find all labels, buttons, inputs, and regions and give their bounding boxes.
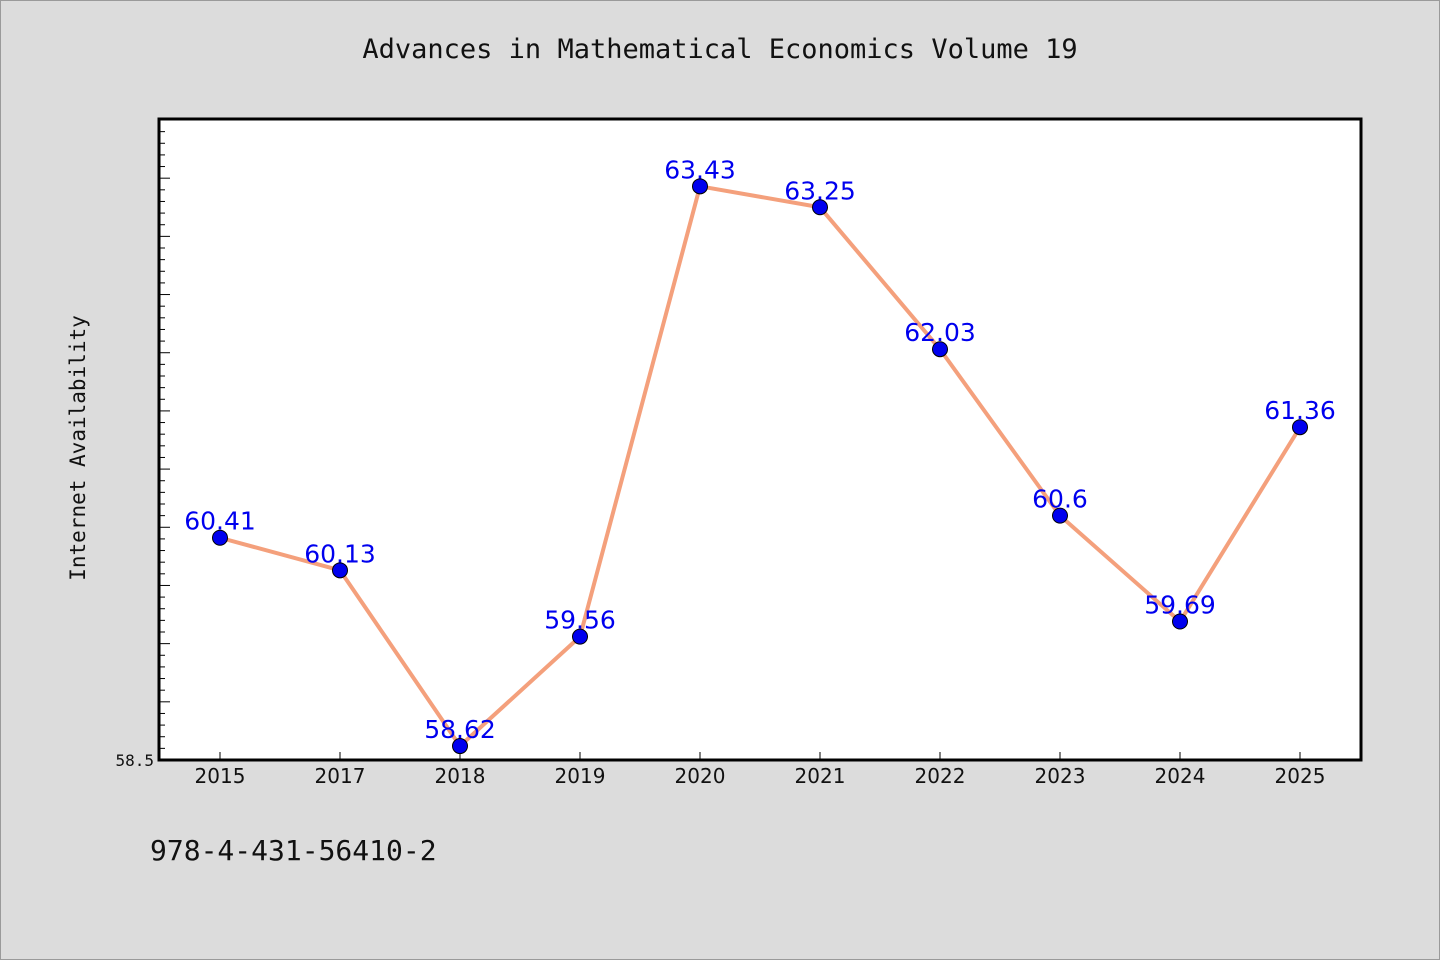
x-tick-label: 2024 <box>1155 764 1206 788</box>
x-tick-label: 2023 <box>1035 764 1086 788</box>
data-label: 60.13 <box>304 539 376 568</box>
x-tick-label: 2020 <box>675 764 726 788</box>
x-tick-label: 2022 <box>915 764 966 788</box>
data-label: 63.25 <box>784 176 856 205</box>
data-label: 58.62 <box>424 715 496 744</box>
y-ticks: 58.5 <box>115 119 170 770</box>
data-label: 59.69 <box>1144 591 1216 620</box>
x-tick-label: 2019 <box>555 764 606 788</box>
x-tick-label: 2015 <box>195 764 246 788</box>
data-point <box>812 199 828 216</box>
x-tick-label: 2021 <box>795 764 846 788</box>
data-point <box>1172 613 1188 630</box>
data-point <box>1052 507 1068 524</box>
data-point <box>932 341 948 358</box>
x-tick-label: 2025 <box>1275 764 1326 788</box>
series-line <box>219 184 1302 749</box>
data-label: 62.03 <box>904 318 976 347</box>
x-ticks: 2015 2017 2018 2019 2020 2021 2022 2023 2024 2025 <box>195 752 1326 788</box>
isbn-text: 978-4-431-56410-2 <box>150 834 437 867</box>
x-tick-label: 2017 <box>315 764 366 788</box>
data-point <box>212 529 228 546</box>
data-label: 59.56 <box>544 606 616 635</box>
series-group: 60.41 60.13 58.62 59.56 63.43 63.25 62.03 60.6 5… <box>184 155 1336 755</box>
data-label: 60.41 <box>184 507 256 536</box>
data-label: 60.6 <box>1032 485 1088 514</box>
plot-area <box>157 117 1363 762</box>
chart-title: Advances in Mathematical Economics Volum… <box>362 34 1078 65</box>
data-label: 63.43 <box>664 155 736 184</box>
data-point <box>572 628 588 645</box>
data-point <box>692 178 708 195</box>
data-point <box>332 562 348 579</box>
data-point <box>452 738 468 755</box>
y-tick-label: 58.5 <box>115 751 154 770</box>
data-label: 61.36 <box>1264 396 1336 425</box>
x-tick-label: 2018 <box>435 764 486 788</box>
data-point <box>1292 419 1308 436</box>
